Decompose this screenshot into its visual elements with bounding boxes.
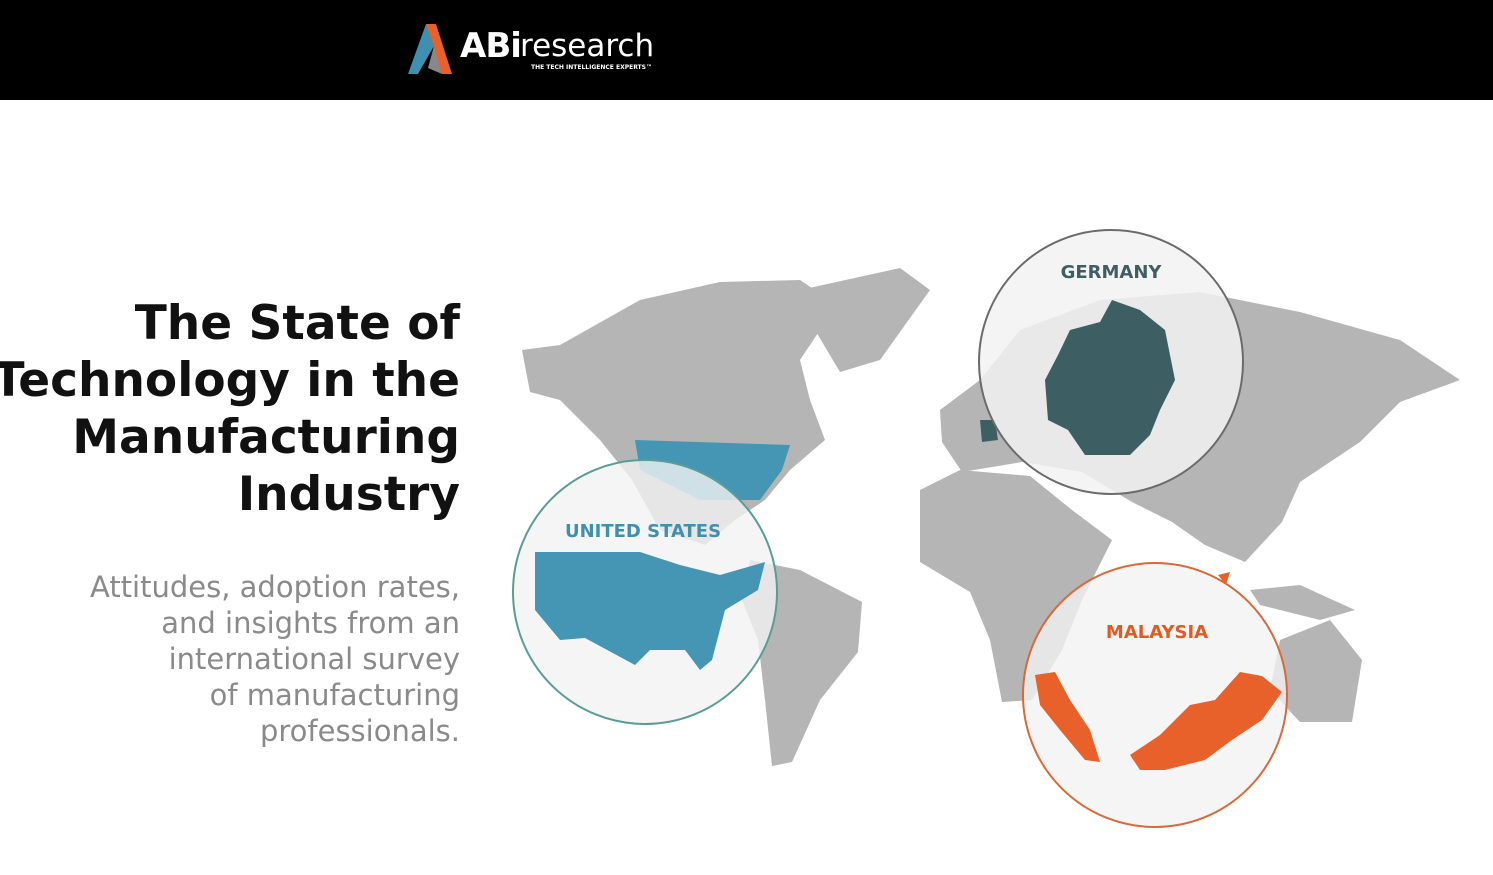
subtitle-line: of manufacturing bbox=[209, 678, 460, 712]
header: ABi research THE TECH INTELLIGENCE EXPER… bbox=[0, 0, 1493, 100]
malaysia-shape bbox=[1035, 672, 1100, 762]
callout-label: MALAYSIA bbox=[1106, 622, 1208, 643]
us-shape bbox=[535, 552, 765, 670]
germany-shape bbox=[1045, 300, 1175, 455]
title-line: Technology in the bbox=[0, 353, 460, 408]
malaysia-circle bbox=[1022, 562, 1288, 828]
malaysia-highlight bbox=[1218, 572, 1230, 585]
subtitle-line: professionals. bbox=[259, 714, 460, 748]
logo-tagline: THE TECH INTELLIGENCE EXPERTS™ bbox=[531, 64, 652, 71]
logo-icon bbox=[408, 24, 452, 74]
callout-label: UNITED STATES bbox=[565, 521, 721, 542]
malaysia-shape bbox=[1130, 672, 1282, 770]
subtitle-line: Attitudes, adoption rates, bbox=[89, 570, 460, 604]
title-line: Industry bbox=[237, 467, 460, 522]
germany-highlight bbox=[980, 420, 998, 442]
callout-label: GERMANY bbox=[1061, 262, 1163, 283]
subtitle-line: and insights from an bbox=[161, 606, 460, 640]
subtitle-line: international survey bbox=[168, 642, 460, 676]
title-line: Manufacturing bbox=[72, 410, 460, 465]
logo-brand: ABi bbox=[460, 26, 522, 66]
logo-suffix: research bbox=[520, 28, 655, 64]
title-line: The State of bbox=[134, 296, 460, 351]
